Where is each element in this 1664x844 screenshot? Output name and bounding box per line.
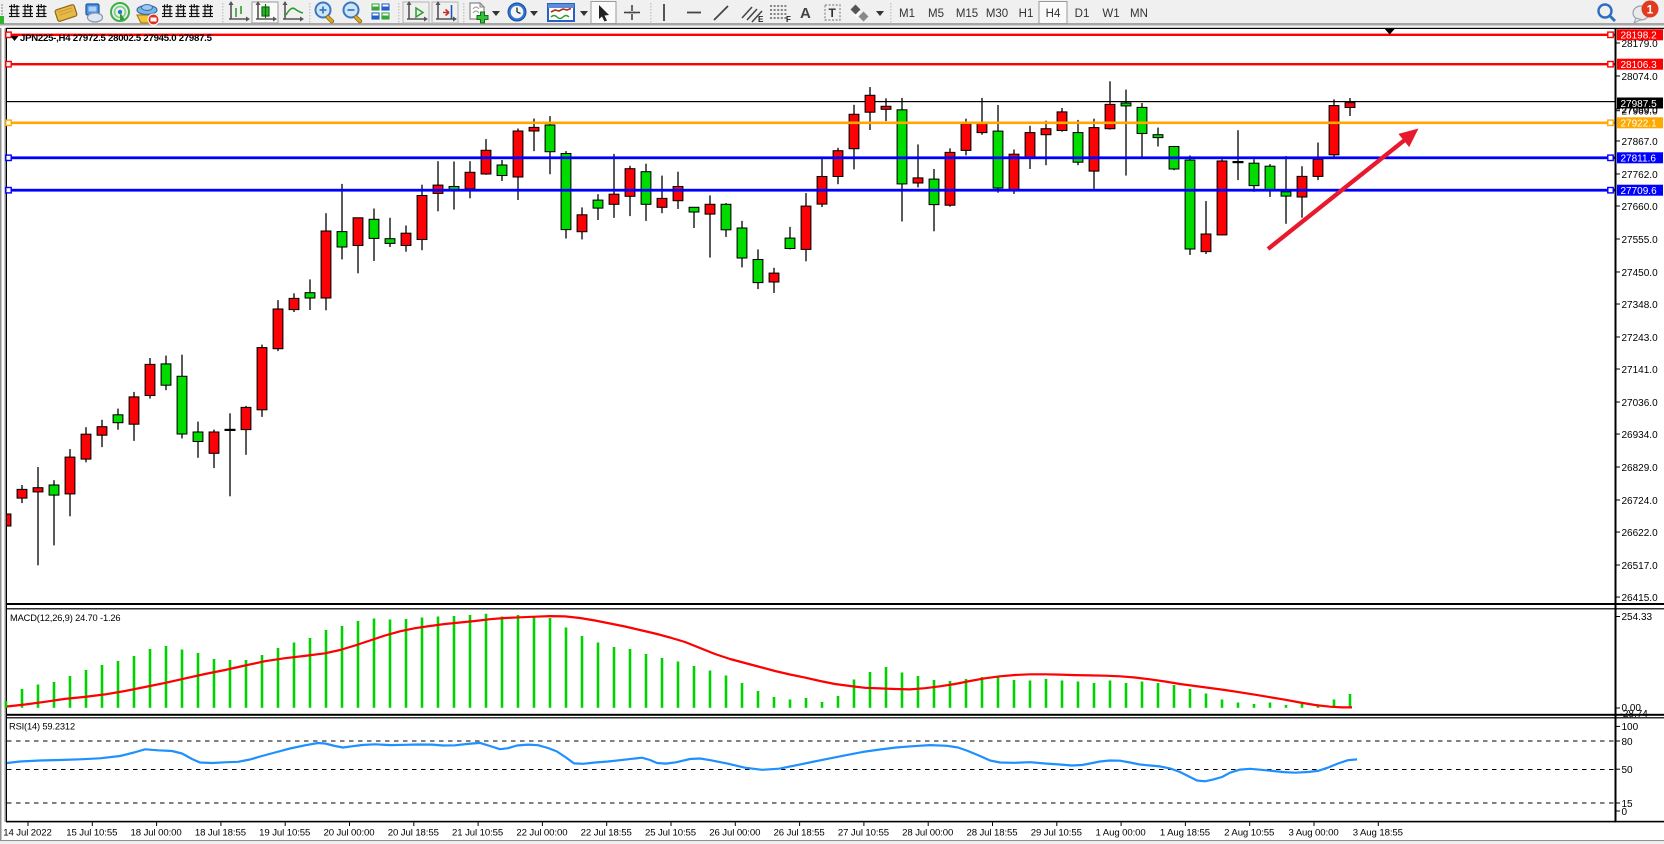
svg-text:27709.6: 27709.6 <box>1621 186 1658 197</box>
svg-text:27811.6: 27811.6 <box>1621 154 1657 165</box>
svg-text:28198.2: 28198.2 <box>1621 31 1658 42</box>
svg-text:W1: W1 <box>1102 8 1119 20</box>
svg-text:18 Jul 18:55: 18 Jul 18:55 <box>195 828 246 839</box>
svg-text:26 Jul 00:00: 26 Jul 00:00 <box>709 828 760 839</box>
svg-text:27969.0: 27969.0 <box>1622 107 1659 118</box>
svg-text:1: 1 <box>1647 3 1654 17</box>
svg-text:27 Jul 10:55: 27 Jul 10:55 <box>838 828 889 839</box>
svg-text:19 Jul 10:55: 19 Jul 10:55 <box>259 828 310 839</box>
svg-text:0.00: 0.00 <box>1622 703 1642 714</box>
svg-text:26622.0: 26622.0 <box>1622 528 1659 539</box>
svg-text:20 Jul 18:55: 20 Jul 18:55 <box>388 828 439 839</box>
svg-text:D1: D1 <box>1075 8 1090 20</box>
svg-text:28106.3: 28106.3 <box>1621 60 1658 71</box>
svg-text:F: F <box>786 15 791 24</box>
svg-text:27987.5: 27987.5 <box>1621 99 1658 110</box>
svg-text:27922.1: 27922.1 <box>1621 119 1658 130</box>
svg-text:RSI(14) 59.2312: RSI(14) 59.2312 <box>9 722 75 732</box>
svg-text:JPN225-,H4 27972.5 28002.5 27: JPN225-,H4 27972.5 28002.5 27945.0 27987… <box>20 33 213 44</box>
svg-text:MACD(12,26,9) 24.70 -1.26: MACD(12,26,9) 24.70 -1.26 <box>10 613 120 623</box>
svg-text:27036.0: 27036.0 <box>1622 398 1659 409</box>
svg-text:14 Jul 2022: 14 Jul 2022 <box>3 828 52 839</box>
svg-text:27660.0: 27660.0 <box>1622 202 1659 213</box>
svg-text:M15: M15 <box>956 8 978 20</box>
svg-text:A: A <box>800 5 811 22</box>
svg-text:50: 50 <box>1622 765 1634 776</box>
svg-text:25 Jul 10:55: 25 Jul 10:55 <box>645 828 696 839</box>
svg-text:26724.0: 26724.0 <box>1622 496 1659 507</box>
svg-text:15: 15 <box>1622 799 1634 810</box>
svg-text:27555.0: 27555.0 <box>1622 235 1659 246</box>
svg-text:21 Jul 10:55: 21 Jul 10:55 <box>452 828 503 839</box>
svg-text:2 Aug 10:55: 2 Aug 10:55 <box>1224 828 1274 839</box>
svg-text:M1: M1 <box>899 8 915 20</box>
svg-text:0: 0 <box>1622 807 1628 818</box>
svg-text:254.33: 254.33 <box>1622 612 1653 623</box>
svg-text:22 Jul 00:00: 22 Jul 00:00 <box>516 828 567 839</box>
svg-text:H4: H4 <box>1046 8 1061 20</box>
svg-text:28 Jul 00:00: 28 Jul 00:00 <box>902 828 953 839</box>
svg-text:15 Jul 10:55: 15 Jul 10:55 <box>66 828 117 839</box>
svg-text:27762.0: 27762.0 <box>1622 170 1659 181</box>
svg-text:-28.74: -28.74 <box>1620 709 1649 720</box>
svg-text:1 Aug 00:00: 1 Aug 00:00 <box>1096 828 1146 839</box>
svg-text:26829.0: 26829.0 <box>1622 463 1659 474</box>
svg-text:MN: MN <box>1130 8 1148 20</box>
svg-text:1 Aug 18:55: 1 Aug 18:55 <box>1160 828 1210 839</box>
svg-text:3 Aug 18:55: 3 Aug 18:55 <box>1353 828 1403 839</box>
svg-text:22 Jul 18:55: 22 Jul 18:55 <box>581 828 632 839</box>
svg-text:27348.0: 27348.0 <box>1622 300 1659 311</box>
svg-text:M30: M30 <box>986 8 1008 20</box>
svg-text:28074.0: 28074.0 <box>1622 72 1659 83</box>
svg-text:80: 80 <box>1622 737 1634 748</box>
svg-text:27141.0: 27141.0 <box>1622 365 1659 376</box>
svg-text:26517.0: 26517.0 <box>1622 561 1659 572</box>
svg-text:100: 100 <box>1622 722 1639 733</box>
svg-text:29 Jul 10:55: 29 Jul 10:55 <box>1031 828 1082 839</box>
svg-text:28179.0: 28179.0 <box>1622 39 1659 50</box>
svg-text:27867.0: 27867.0 <box>1622 137 1659 148</box>
svg-text:20 Jul 00:00: 20 Jul 00:00 <box>323 828 374 839</box>
svg-text:H1: H1 <box>1019 8 1034 20</box>
svg-text:E: E <box>758 15 764 24</box>
svg-text:3 Aug 00:00: 3 Aug 00:00 <box>1288 828 1338 839</box>
svg-text:T: T <box>829 6 837 20</box>
svg-text:27969.0: 27969.0 <box>1622 105 1659 116</box>
svg-text:28 Jul 18:55: 28 Jul 18:55 <box>966 828 1017 839</box>
svg-text:27243.0: 27243.0 <box>1622 333 1659 344</box>
svg-text:27450.0: 27450.0 <box>1622 268 1659 279</box>
svg-text:26 Jul 18:55: 26 Jul 18:55 <box>774 828 825 839</box>
svg-text:26415.0: 26415.0 <box>1622 593 1659 604</box>
svg-text:18 Jul 00:00: 18 Jul 00:00 <box>131 828 182 839</box>
svg-text:M5: M5 <box>928 8 944 20</box>
svg-text:26934.0: 26934.0 <box>1622 430 1659 441</box>
